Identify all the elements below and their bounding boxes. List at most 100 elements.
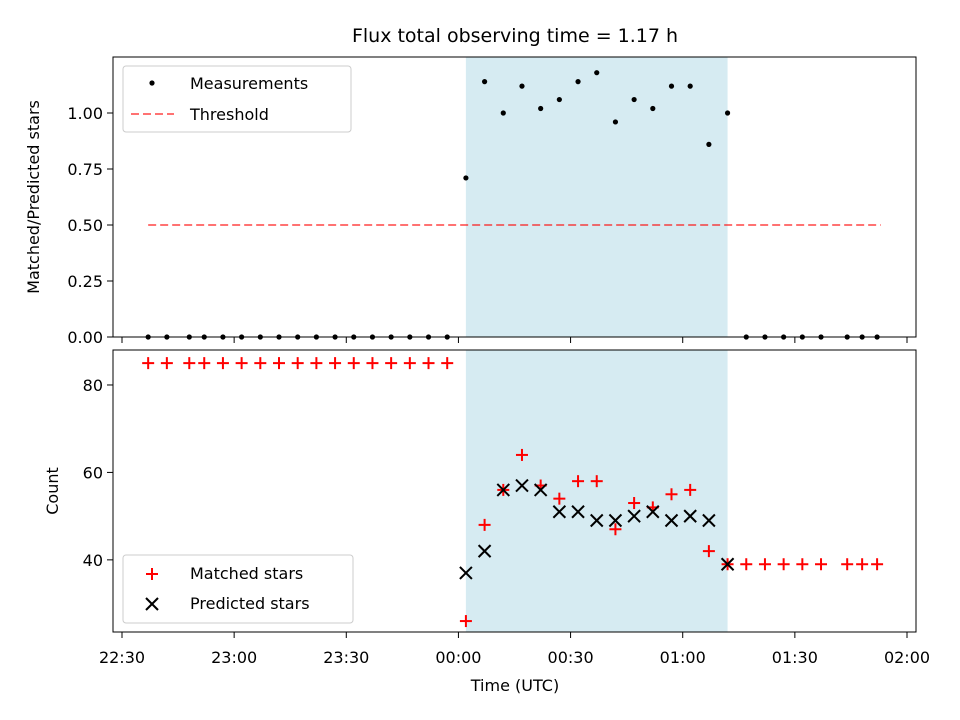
measurement-point (706, 141, 712, 147)
observing-window-shade-top (465, 57, 728, 337)
y-axis-ticks-top: 0.00 0.25 0.50 0.75 1.00 (67, 104, 113, 347)
chart-title: Flux total observing time = 1.17 h (352, 25, 678, 47)
predicted-star-point (459, 566, 473, 580)
legend-measurements-label: Measurements (190, 74, 308, 93)
predicted-star-point (646, 505, 660, 519)
x-tick-label: 00:30 (548, 648, 594, 667)
predicted-star-point (533, 483, 548, 497)
measurement-point (650, 105, 656, 112)
matched-star-point (856, 558, 869, 571)
matched-star-point (216, 357, 229, 370)
matched-star-point (777, 558, 790, 571)
matched-star-point (310, 357, 323, 370)
legend-predicted-marker (145, 597, 159, 611)
measurement-point (724, 110, 731, 116)
legend-predicted-label: Predicted stars (190, 594, 310, 613)
matched-star-point (422, 357, 435, 370)
matched-star-point (871, 558, 884, 571)
matched-star-point (758, 558, 771, 571)
x-tick-label: 22:30 (99, 648, 145, 667)
y-axis-ticks-bottom: 40 60 80 (83, 376, 113, 570)
bottom-panel: 40 60 80 22:30 23:00 23:30 00:00 00:30 01:00 01:… (43, 349, 930, 695)
matched-star-point (441, 357, 454, 370)
matched-star-point (478, 518, 491, 531)
star-count-points (142, 357, 884, 628)
predicted-star-point (608, 513, 623, 528)
matched-star-point (385, 357, 398, 370)
matched-star-point (183, 357, 196, 370)
y-tick-label: 0.75 (67, 160, 103, 179)
matched-star-point (347, 357, 360, 370)
x-tick-label: 02:00 (884, 648, 930, 667)
matched-star-point (841, 558, 854, 571)
x-tick-label: 01:30 (772, 648, 818, 667)
y-tick-label: 40 (83, 551, 103, 570)
bottom-y-axis-label: Count (43, 467, 62, 515)
matched-star-point (403, 357, 416, 370)
y-tick-label: 80 (83, 376, 103, 395)
bottom-legend: Matched stars Predicted stars (122, 554, 354, 624)
predicted-star-point (720, 557, 735, 571)
matched-star-point (329, 357, 342, 370)
y-tick-label: 0.25 (67, 272, 103, 291)
x-axis-label: Time (UTC) (470, 676, 559, 695)
predicted-star-point (571, 505, 585, 519)
measurement-point (481, 79, 488, 85)
top-y-axis-label: Matched/Predicted stars (24, 100, 43, 294)
x-tick-label: 23:30 (323, 648, 369, 667)
predicted-star-point (496, 483, 510, 497)
measurement-point (594, 70, 600, 76)
measurement-point (575, 79, 581, 85)
y-tick-label: 0.00 (67, 328, 103, 347)
top-legend-box (122, 65, 352, 133)
x-axis-ticks-bottom: 22:30 23:00 23:30 00:00 00:30 01:00 01:30 02:00 (99, 632, 930, 667)
predicted-star-point (552, 505, 567, 519)
predicted-star-point (664, 513, 679, 528)
matched-star-point (628, 497, 641, 510)
matched-star-point (160, 357, 173, 370)
measurement-point (463, 175, 469, 181)
predicted-star-point (590, 513, 604, 528)
y-tick-label: 0.50 (67, 216, 103, 235)
x-tick-label: 00:00 (435, 648, 481, 667)
matched-star-point (684, 483, 697, 496)
matched-star-point (590, 475, 603, 488)
y-tick-label: 1.00 (67, 104, 103, 123)
matched-star-point (273, 357, 285, 370)
predicted-star-point (515, 478, 529, 493)
measurement-point (687, 83, 693, 89)
legend-threshold-label: Threshold (189, 105, 269, 124)
matched-star-point (572, 475, 585, 488)
predicted-star-point (627, 509, 641, 523)
top-plot-frame (112, 56, 917, 338)
predicted-star-point (683, 509, 697, 523)
matched-star-point (796, 558, 809, 571)
matched-star-point (198, 357, 211, 370)
matched-star-point (665, 488, 678, 501)
predicted-star-point (477, 544, 492, 558)
measurement-point (631, 96, 637, 103)
matched-star-point (815, 558, 828, 571)
measurement-point (612, 119, 619, 125)
matched-star-point (515, 448, 528, 461)
x-axis-ticks-top (121, 337, 908, 343)
matched-star-point (702, 545, 715, 558)
legend-measurements-marker (149, 80, 155, 86)
legend-matched-marker (146, 568, 158, 580)
matched-star-point (609, 523, 622, 536)
matched-star-point (740, 558, 753, 571)
matched-star-point (291, 357, 304, 370)
matched-star-point (235, 357, 248, 370)
x-tick-label: 23:00 (211, 648, 257, 667)
x-tick-label: 01:00 (660, 648, 706, 667)
measurement-point (668, 83, 675, 89)
matched-star-point (366, 357, 379, 370)
predicted-star-point (702, 513, 716, 528)
measurement-point (538, 105, 544, 112)
measurement-point (556, 96, 562, 103)
top-panel: 0.00 0.25 0.50 0.75 1.00 Matched/Predicted s… (24, 56, 917, 347)
observing-window-shade-bottom (465, 350, 728, 632)
matched-star-point (553, 492, 566, 505)
matched-star-point (254, 357, 267, 370)
measurement-point (519, 83, 525, 89)
